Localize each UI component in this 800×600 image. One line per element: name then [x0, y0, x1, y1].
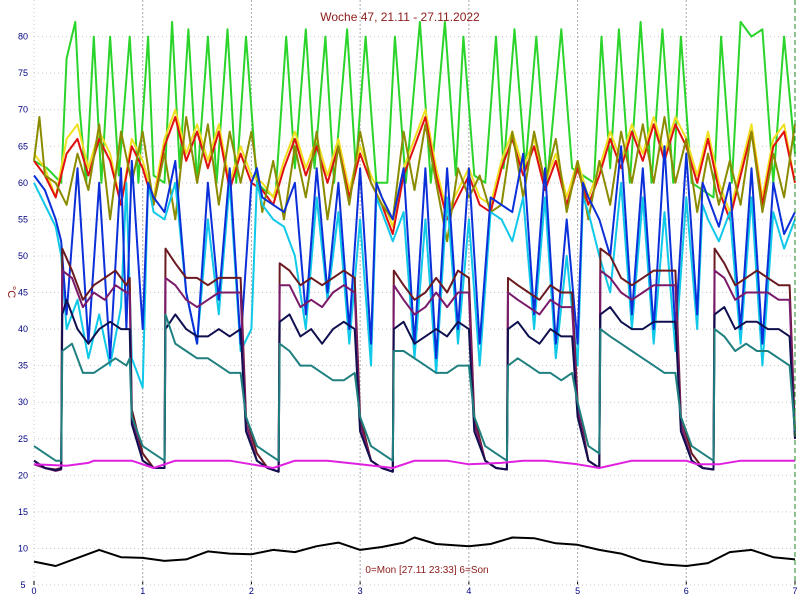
y-axis-label: °C — [5, 286, 17, 298]
y-tick-label-10: 55 — [18, 214, 28, 224]
chart-title: Woche 47, 21.11 - 27.11.2022 — [320, 10, 480, 24]
series-line-6 — [33, 247, 796, 473]
x-tick-label-7: 7 — [792, 586, 797, 596]
x-tick-label-4: 4 — [466, 586, 471, 596]
series-line-9 — [33, 313, 796, 462]
series-lines — [33, 20, 796, 567]
y-tick-label-8: 45 — [18, 288, 28, 298]
series-line-10 — [33, 459, 795, 469]
y-tick-label-15: 80 — [18, 32, 28, 42]
y-tick-label-2: 15 — [18, 507, 28, 517]
x-tick-label-5: 5 — [575, 586, 580, 596]
y-tick-label-14: 75 — [18, 68, 28, 78]
x-tick-label-1: 1 — [140, 586, 145, 596]
y-tick-label-7: 40 — [18, 324, 28, 334]
y-tick-label-9: 50 — [18, 251, 28, 261]
series-line-5 — [33, 145, 796, 360]
series-line-11 — [33, 536, 796, 567]
series-line-2 — [33, 116, 796, 235]
x-tick-label-0: 0 — [31, 586, 36, 596]
y-tick-label-1: 10 — [18, 543, 28, 553]
y-tick-label-4: 25 — [18, 434, 28, 444]
x-tick-label-2: 2 — [249, 586, 254, 596]
y-tick-label-11: 60 — [18, 178, 28, 188]
y-tick-label-13: 70 — [18, 105, 28, 115]
x-tick-label-3: 3 — [358, 586, 363, 596]
y-tick-labels: 5 10 15 20 25 30 35 40 45 50 55 60 65 70 75 80 — [18, 32, 28, 590]
x-tick-label-6: 6 — [684, 586, 689, 596]
time-footer: 0=Mon [27.11 23:33] 6=Son — [365, 565, 488, 576]
y-tick-label-6: 35 — [18, 361, 28, 371]
y-tick-label-0: 5 — [20, 580, 25, 590]
y-tick-label-3: 20 — [18, 470, 28, 480]
y-tick-label-5: 30 — [18, 397, 28, 407]
series-line-0 — [33, 20, 796, 199]
x-tick-labels: 0 1 2 3 4 5 6 7 — [31, 586, 797, 596]
y-tick-label-12: 65 — [18, 141, 28, 151]
series-line-8 — [33, 298, 796, 473]
